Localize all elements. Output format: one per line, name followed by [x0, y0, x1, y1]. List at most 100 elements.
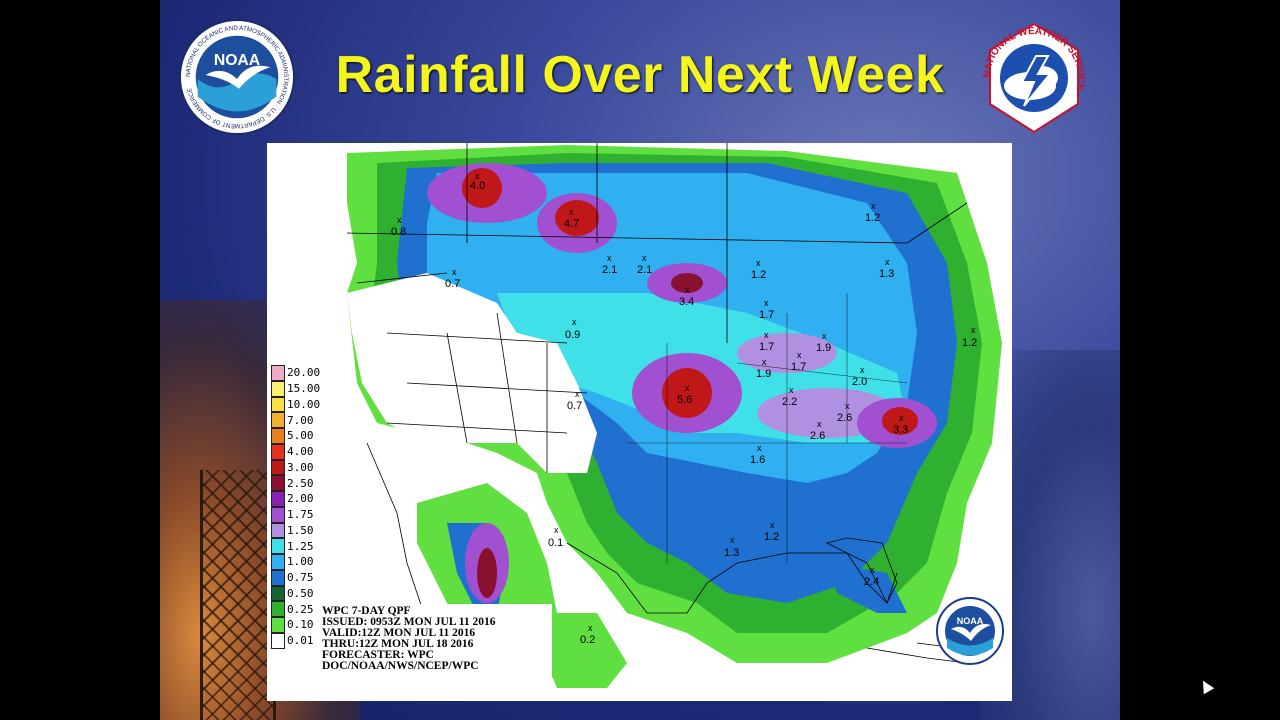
small-noaa-logo-icon: NOAA: [936, 597, 1004, 665]
svg-text:5.6: 5.6: [677, 394, 692, 406]
max-29: x0.2: [580, 623, 595, 646]
svg-text:x: x: [770, 520, 775, 530]
svg-text:x: x: [475, 171, 480, 181]
legend-row: 4.00: [271, 443, 331, 460]
svg-text:x: x: [757, 443, 762, 453]
svg-text:0.9: 0.9: [565, 329, 580, 341]
nws-logo-icon: NATIONAL WEATHER SERVICE: [982, 22, 1086, 134]
svg-text:3.4: 3.4: [679, 296, 694, 308]
svg-text:1.6: 1.6: [750, 454, 765, 466]
legend-swatch: [271, 585, 285, 602]
legend-row: 5.00: [271, 428, 331, 444]
svg-text:x: x: [762, 357, 767, 367]
noaa-logo-text: NOAA: [214, 52, 260, 69]
legend-swatch: [271, 396, 285, 413]
max-6: x3.4: [679, 285, 694, 308]
svg-text:0.7: 0.7: [567, 400, 582, 412]
max-0: x4.0: [470, 171, 485, 192]
max-27: x 1.3: [724, 535, 739, 559]
svg-text:x: x: [685, 285, 690, 295]
slide-title: Rainfall Over Next Week: [335, 46, 945, 104]
svg-text:2.0: 2.0: [852, 376, 867, 388]
svg-text:x: x: [569, 207, 574, 217]
svg-text:2.1: 2.1: [637, 264, 652, 276]
svg-text:NOAA: NOAA: [957, 616, 984, 626]
legend-swatch: [271, 522, 285, 539]
max-26: x1.2: [764, 520, 779, 543]
precipitation-map: x4.0 x4.7 x0.8 x0.7 x2.1 x2.1 x3.4 x1.2 …: [267, 143, 1012, 701]
legend-value: 7.00: [287, 413, 314, 427]
legend-value: 15.00: [287, 382, 321, 396]
svg-text:x: x: [822, 331, 827, 341]
legend-value: 20.00: [287, 366, 321, 380]
legend-value: 5.00: [287, 429, 314, 443]
svg-text:x: x: [685, 383, 690, 393]
svg-text:2.1: 2.1: [602, 264, 617, 276]
svg-text:x: x: [764, 330, 769, 340]
svg-text:x: x: [845, 401, 850, 411]
legend-value: 10.00: [287, 397, 321, 411]
svg-text:1.2: 1.2: [865, 212, 880, 224]
info-line: ISSUED: 0953Z MON JUL 11 2016: [322, 616, 496, 628]
legend-row: 0.01: [271, 632, 331, 649]
noaa-logo-icon: NOAA NATIONAL OCEANIC AND ATMOSPHERIC AD…: [178, 18, 296, 136]
legend-value: 2.50: [287, 476, 314, 490]
legend-row: 0.75: [271, 569, 331, 586]
legend-value: 4.00: [287, 445, 314, 459]
legend-swatch: [271, 554, 285, 570]
legend-swatch: [271, 632, 285, 649]
max-9: x1.3: [879, 257, 894, 280]
svg-text:x: x: [588, 623, 593, 633]
svg-text:x: x: [642, 253, 647, 263]
svg-text:x: x: [764, 298, 769, 308]
svg-text:4.7: 4.7: [564, 218, 579, 230]
max-12: x 0.9: [565, 317, 580, 341]
max-10: x1.7: [759, 298, 774, 321]
legend-row: 2.50: [271, 475, 331, 491]
svg-text:1.3: 1.3: [879, 268, 894, 280]
max-1: x4.7: [564, 207, 579, 230]
info-line: WPC 7-DAY QPF: [322, 605, 411, 617]
legend-row: 20.00: [271, 365, 331, 381]
legend-swatch: [271, 459, 285, 476]
qpf-map-frame: x 4.0 x 4.7 x 0.8 x 0.7 x 2.1 x 2.1 x 3.4 x 1.2 …: [267, 143, 1012, 701]
legend-value: 0.50: [287, 586, 314, 600]
forecast-info-box: WPC 7-DAY QPF ISSUED: 0953Z MON JUL 11 2…: [322, 604, 552, 700]
legend-swatch: [271, 491, 285, 507]
svg-text:1.9: 1.9: [816, 342, 831, 354]
svg-text:x: x: [885, 257, 890, 267]
legend-row: 0.25: [271, 601, 331, 617]
legend-value: 0.10: [287, 618, 314, 632]
svg-text:1.2: 1.2: [962, 337, 977, 349]
svg-text:2.6: 2.6: [810, 430, 825, 442]
legend-swatch: [271, 538, 285, 554]
svg-text:2.6: 2.6: [837, 412, 852, 424]
svg-text:2.2: 2.2: [782, 396, 797, 408]
max-24: x1.6: [750, 443, 765, 466]
legend-row: 0.10: [271, 617, 331, 633]
legend-value: 0.75: [287, 571, 314, 585]
legend-value: 3.00: [287, 460, 314, 474]
max-2: x0.8: [391, 215, 406, 238]
legend-swatch: [271, 601, 285, 617]
svg-text:1.7: 1.7: [791, 361, 806, 373]
svg-text:x: x: [789, 385, 794, 395]
max-22: x2.6: [810, 419, 825, 442]
svg-text:3.3: 3.3: [893, 424, 908, 436]
precip-legend: 20.00 15.00 10.00 7.00 5.00 4.00 3.00 2.50 2.00 1…: [271, 365, 331, 649]
svg-text:0.2: 0.2: [580, 634, 595, 646]
max-4: x2.1: [602, 253, 617, 276]
legend-value: 1.50: [287, 523, 314, 537]
max-3: x0.7: [445, 267, 460, 290]
legend-row: 2.00: [271, 491, 331, 507]
legend-swatch: [271, 506, 285, 523]
legend-row: 7.00: [271, 412, 331, 428]
svg-text:x: x: [730, 535, 735, 545]
svg-text:1.7: 1.7: [759, 341, 774, 353]
svg-text:2.2: 2.2: [897, 437, 899, 439]
max-30: 2.2: [897, 437, 899, 439]
legend-value: 1.00: [287, 555, 314, 569]
svg-text:x: x: [871, 201, 876, 211]
max-28: x2.4: [864, 565, 879, 588]
max-17: x5.6: [677, 383, 692, 406]
